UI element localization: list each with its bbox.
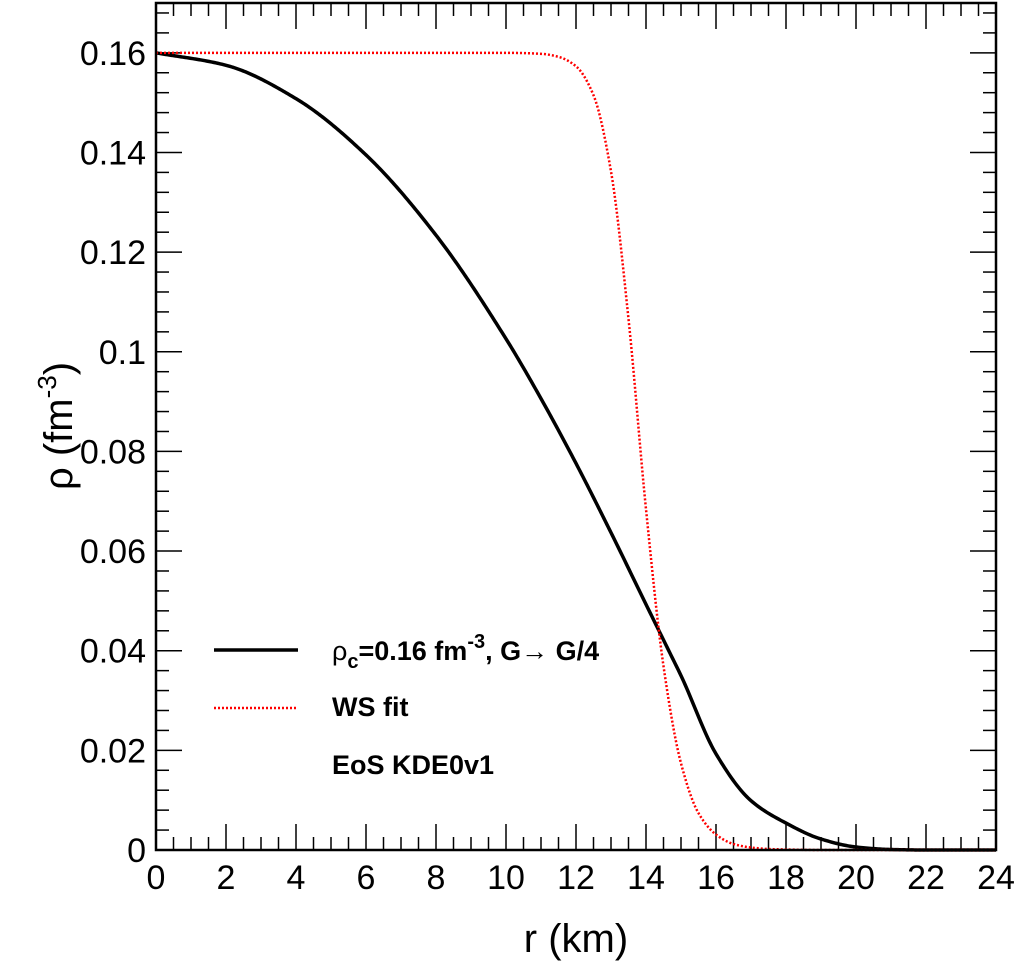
y-tick-label: 0.14	[80, 134, 146, 172]
y-tick-label: 0.1	[99, 334, 146, 372]
legend-note: EoS KDE0v1	[332, 750, 494, 780]
y-axis-title-close: )	[37, 362, 81, 375]
x-tick-label: 18	[767, 859, 805, 897]
x-tick-label: 8	[427, 859, 446, 897]
y-tick-label: 0	[127, 832, 146, 870]
tick-labels: 0 2 4 6 8 10 12 14 16 18 20 22 2400.020.040.060.080.…	[80, 35, 1015, 897]
y-tick-label: 0.04	[80, 633, 146, 671]
legend-mid: =0.16 fm	[358, 636, 467, 666]
axis-ticks	[155, 3, 997, 851]
x-tick-label: 2	[217, 859, 236, 897]
legend-rho: ρ	[332, 636, 347, 666]
plot-frame	[154, 1, 998, 852]
x-tick-label: 24	[977, 859, 1015, 897]
y-tick-label: 0.12	[80, 234, 146, 272]
x-axis-title: r (km)	[524, 917, 628, 961]
y-tick-label: 0.06	[80, 533, 146, 571]
y-tick-label: 0.08	[80, 433, 146, 471]
x-tick-label: 4	[287, 859, 306, 897]
series-line-ws-fit	[156, 51, 996, 852]
legend-sub: c	[347, 651, 358, 673]
x-tick-label: 6	[357, 859, 376, 897]
x-tick-label: 12	[557, 859, 595, 897]
x-tick-label: 10	[487, 859, 525, 897]
series-lines	[155, 51, 996, 852]
legend-tail: , G→ G/4	[485, 636, 599, 666]
legend-label-red: WS fit	[332, 692, 408, 722]
y-tick-label: 0.16	[80, 35, 146, 73]
x-tick-label: 22	[907, 859, 945, 897]
y-axis-title-sup: -3	[32, 375, 62, 398]
y-axis-title-main: ρ (fm	[37, 398, 81, 490]
x-tick-label: 16	[697, 859, 735, 897]
legend-label-black: ρc=0.16 fm-3, G→ G/4	[332, 631, 599, 673]
y-tick-label: 0.02	[80, 732, 146, 770]
legend: ρc=0.16 fm-3, G→ G/4 WS fit EoS KDE0v1	[214, 631, 599, 780]
x-tick-label: 20	[837, 859, 875, 897]
legend-sup: -3	[467, 631, 485, 653]
y-axis-title: ρ (fm-3)	[32, 362, 81, 490]
x-tick-label: 0	[147, 859, 166, 897]
x-tick-label: 14	[627, 859, 665, 897]
series-line-kde0v1	[155, 51, 996, 852]
